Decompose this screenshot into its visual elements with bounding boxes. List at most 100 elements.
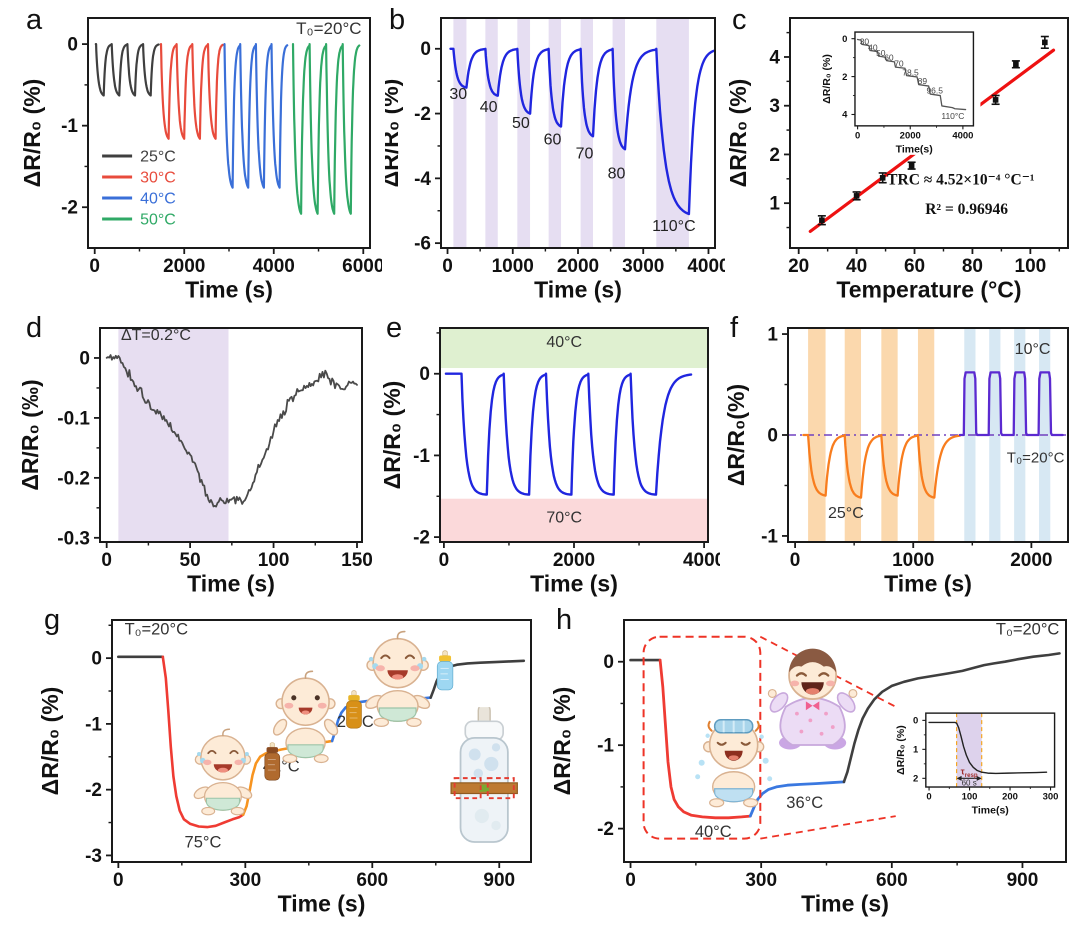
svg-text:0: 0: [101, 550, 112, 571]
svg-text:0: 0: [79, 348, 90, 369]
chart-heat-cool-response: 25°C 10°C T₀=20°C 0 1000 2000 1 0 -1 Time (s) ΔR/R…: [726, 325, 1069, 597]
baby-crying-pajamas-icon: [765, 647, 860, 751]
svg-text:ΔR/R₀ (%): ΔR/R₀ (%): [821, 54, 833, 104]
svg-text:0: 0: [767, 425, 778, 446]
svg-text:-1: -1: [85, 714, 102, 735]
svg-text:-2: -2: [61, 198, 78, 219]
svg-text:0: 0: [420, 39, 431, 60]
svg-text:Time (s): Time (s): [884, 571, 972, 597]
svg-text:-6: -6: [414, 234, 431, 255]
svg-text:600: 600: [356, 870, 388, 891]
svg-text:100: 100: [258, 550, 290, 571]
svg-text:T₀=20°C: T₀=20°C: [996, 621, 1060, 639]
svg-text:0: 0: [442, 256, 453, 277]
svg-text:ΔR/R₀(%): ΔR/R₀(%): [726, 384, 749, 486]
svg-text:70: 70: [894, 59, 904, 69]
svg-text:600: 600: [876, 870, 908, 891]
svg-text:100: 100: [962, 792, 978, 803]
svg-text:-1: -1: [413, 446, 430, 467]
feeding-bottle-photo: [450, 707, 519, 844]
svg-text:R² = 0.96946: R² = 0.96946: [925, 201, 1008, 218]
svg-text:4000: 4000: [952, 130, 973, 141]
svg-text:ΔR/R₀ (‰): ΔR/R₀ (‰): [22, 379, 43, 490]
panel-letter-d: d: [26, 312, 43, 344]
svg-text:4: 4: [769, 47, 780, 68]
svg-text:25°C: 25°C: [828, 505, 864, 522]
svg-text:ΔT=0.2°C: ΔT=0.2°C: [121, 327, 191, 344]
svg-text:100: 100: [1015, 256, 1047, 277]
svg-text:-3: -3: [85, 846, 102, 867]
svg-text:60: 60: [904, 256, 925, 277]
svg-text:2: 2: [842, 72, 847, 83]
svg-text:0: 0: [603, 652, 614, 673]
panel-letter-f: f: [730, 312, 739, 344]
svg-text:78.5: 78.5: [902, 67, 919, 77]
panel-letter-g: g: [44, 604, 61, 636]
svg-text:50: 50: [512, 115, 530, 132]
svg-text:-2: -2: [597, 819, 614, 840]
svg-text:0: 0: [113, 870, 124, 891]
svg-text:-0.1: -0.1: [57, 408, 90, 429]
svg-text:80: 80: [962, 256, 983, 277]
svg-text:2000: 2000: [163, 256, 205, 277]
chart-cycling-temperatures: T₀=20°C 25°C 30°C 40°C 50°C 0 2000 4000 6000 0 -1 -…: [22, 17, 382, 303]
svg-text:200: 200: [1002, 792, 1018, 803]
svg-text:2000: 2000: [900, 130, 921, 141]
svg-text:1: 1: [769, 194, 780, 215]
svg-text:T₀=20°C: T₀=20°C: [1007, 449, 1065, 466]
svg-text:0: 0: [625, 870, 636, 891]
panel-letter-b: b: [389, 4, 406, 36]
svg-text:ΔR/R₀ (%): ΔR/R₀ (%): [385, 79, 403, 188]
svg-text:ΔR/R₀ (%): ΔR/R₀ (%): [382, 381, 405, 490]
svg-text:2000: 2000: [553, 550, 595, 571]
svg-text:0: 0: [419, 364, 430, 385]
svg-text:110°C: 110°C: [652, 218, 695, 235]
svg-text:40: 40: [480, 99, 498, 116]
svg-text:Time (s): Time (s): [185, 277, 273, 303]
baby-crying-joy-icon: [191, 728, 255, 816]
panel-letter-e: e: [386, 312, 403, 344]
panel-g: g T₀=20°C75°C41°C25°C03006009000-1-2-3Ti…: [40, 604, 545, 922]
svg-text:0: 0: [913, 716, 918, 727]
milk-bottle-blue-icon: [436, 650, 454, 691]
svg-text:4000: 4000: [687, 256, 725, 277]
svg-text:25°C: 25°C: [140, 149, 176, 166]
svg-text:4: 4: [842, 110, 848, 121]
svg-text:70: 70: [576, 145, 594, 162]
svg-text:T₀=20°C: T₀=20°C: [125, 621, 189, 639]
svg-text:Time(s): Time(s): [972, 804, 1009, 816]
svg-text:ΔR/R₀ (%): ΔR/R₀ (%): [22, 79, 45, 188]
chart-milk-bottle-demo: T₀=20°C75°C41°C25°C03006009000-1-2-3Time…: [40, 619, 532, 917]
chart-fever-monitoring-demo: T₀=20°C 40°C 36°C 0 300 600 900 0 -1 -2 Time (s) ΔR…: [552, 619, 1067, 917]
svg-text:50: 50: [876, 48, 886, 58]
svg-text:1: 1: [767, 325, 778, 346]
svg-text:1000: 1000: [892, 550, 934, 571]
svg-text:Time (s): Time (s): [278, 891, 366, 917]
svg-text:0: 0: [855, 130, 860, 141]
chart-step-temperatures: 30 40 50 60 70 80 110°C 0 1000 2000 3000 4000 0 -2 -4 -…: [385, 17, 725, 303]
svg-text:900: 900: [483, 870, 515, 891]
chart-small-delta-t: ΔT=0.2°C 0 50 100 150 0 -0.1 -0.2 -0.3 Time (s) ΔR…: [22, 327, 373, 597]
svg-text:Time (s): Time (s): [187, 571, 275, 597]
svg-text:T₀=20°C: T₀=20°C: [296, 19, 361, 38]
svg-text:0: 0: [926, 792, 931, 803]
panel-letter-h: h: [556, 604, 573, 636]
svg-text:ΔR/R₀ (%): ΔR/R₀ (%): [895, 725, 907, 775]
svg-text:TRC ≈ 4.52×10⁻⁴ °C⁻¹: TRC ≈ 4.52×10⁻⁴ °C⁻¹: [887, 172, 1035, 189]
svg-text:30°C: 30°C: [140, 170, 176, 187]
svg-text:1: 1: [913, 745, 919, 756]
svg-text:1000: 1000: [492, 256, 534, 277]
panel-c: c TRC ≈ 4.52×10⁻⁴ °C⁻¹ R² = 0.96946 20 40 60…: [728, 4, 1080, 306]
milk-bottle-amber-icon: [346, 690, 362, 729]
svg-text:96.5: 96.5: [926, 86, 943, 96]
svg-text:40: 40: [868, 42, 878, 52]
svg-text:0: 0: [790, 550, 801, 571]
svg-text:-1: -1: [61, 116, 78, 137]
svg-text:50°C: 50°C: [140, 212, 176, 229]
svg-text:ΔR/R₀ (%): ΔR/R₀ (%): [40, 687, 63, 796]
svg-text:40: 40: [846, 256, 867, 277]
svg-text:89: 89: [918, 76, 928, 86]
svg-text:20: 20: [788, 256, 809, 277]
svg-text:300: 300: [1043, 792, 1059, 803]
panel-letter-a: a: [26, 4, 43, 36]
